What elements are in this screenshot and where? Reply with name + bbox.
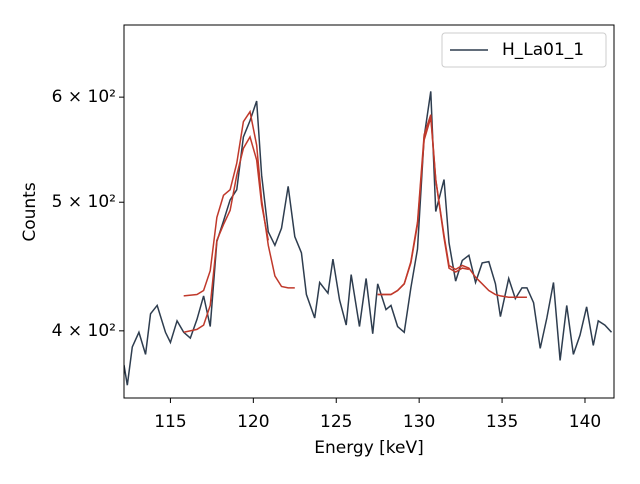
y-tick-label: 5 × 10² bbox=[52, 192, 116, 212]
x-tick-label: 120 bbox=[237, 412, 269, 432]
axes-frame bbox=[123, 24, 615, 399]
x-tick-label: 115 bbox=[154, 412, 186, 432]
series-line bbox=[124, 91, 613, 386]
x-tick-label: 125 bbox=[320, 412, 352, 432]
y-tick-label: 4 × 10² bbox=[52, 321, 116, 341]
series-line bbox=[183, 135, 270, 334]
series-line bbox=[183, 109, 295, 297]
legend-label: H_La01_1 bbox=[502, 40, 584, 60]
legend-box bbox=[441, 32, 607, 68]
y-axis-label: Counts bbox=[20, 182, 40, 241]
x-tick-label: 140 bbox=[569, 412, 601, 432]
y-tick-label: 6 × 10² bbox=[52, 87, 116, 107]
plot-area bbox=[124, 91, 613, 386]
x-tick-label: 135 bbox=[486, 412, 518, 432]
x-tick-label: 130 bbox=[403, 412, 435, 432]
series-line bbox=[377, 117, 470, 296]
x-axis-label: Energy [keV] bbox=[314, 438, 424, 458]
